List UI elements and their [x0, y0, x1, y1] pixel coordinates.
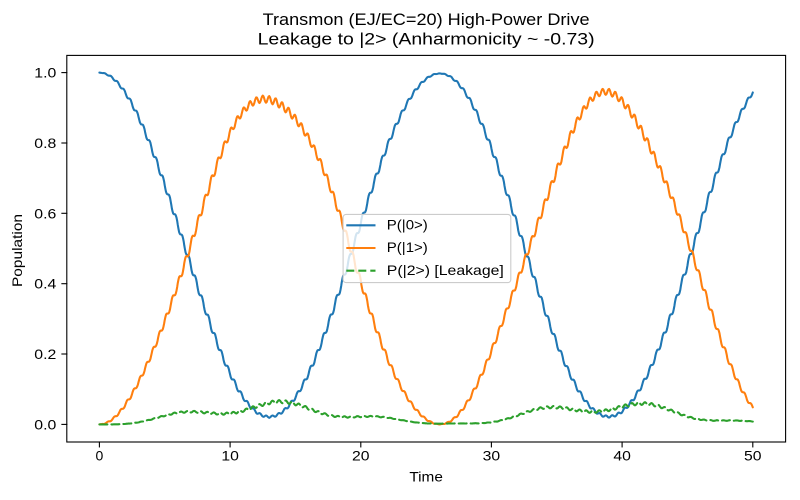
- svg-text:1.0: 1.0: [34, 65, 56, 81]
- svg-text:10: 10: [221, 448, 239, 464]
- svg-text:30: 30: [483, 448, 501, 464]
- svg-text:P(|0>): P(|0>): [387, 217, 428, 233]
- svg-text:40: 40: [613, 448, 631, 464]
- svg-text:Time: Time: [409, 468, 443, 484]
- svg-text:0.4: 0.4: [34, 276, 56, 292]
- svg-text:Population: Population: [9, 214, 25, 287]
- svg-text:0.8: 0.8: [34, 135, 56, 151]
- svg-text:0.0: 0.0: [34, 416, 56, 432]
- svg-text:P(|1>): P(|1>): [387, 239, 428, 255]
- svg-text:20: 20: [352, 448, 370, 464]
- svg-text:Transmon (EJ/EC=20) High-Power: Transmon (EJ/EC=20) High-Power Drive: [263, 10, 590, 29]
- svg-text:0: 0: [96, 448, 104, 464]
- svg-text:0.2: 0.2: [34, 346, 56, 362]
- svg-text:P(|2>) [Leakage]: P(|2>) [Leakage]: [387, 262, 504, 278]
- svg-text:50: 50: [744, 448, 762, 464]
- svg-text:Leakage to |2> (Anharmonicity: Leakage to |2> (Anharmonicity ~ -0.73): [258, 30, 595, 49]
- svg-text:0.6: 0.6: [34, 205, 56, 221]
